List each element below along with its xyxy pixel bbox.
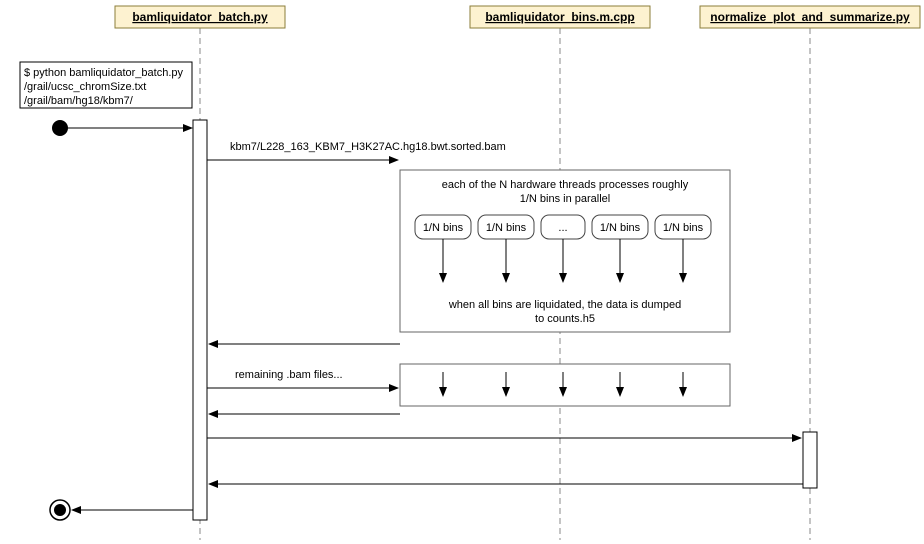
start-note-line2: /grail/ucsc_chromSize.txt [24, 81, 146, 93]
bin-row: 1/N bins 1/N bins ... 1/N bins 1/N bins [415, 215, 711, 239]
start-note-line1: $ python bamliquidator_batch.py [24, 67, 183, 79]
participant-normalize-label: normalize_plot_and_summarize.py [710, 10, 910, 24]
bin-label-4: 1/N bins [663, 222, 704, 234]
frame-bottom-line2: to counts.h5 [535, 313, 595, 325]
bin-label-0: 1/N bins [423, 222, 464, 234]
remaining-frame [400, 364, 730, 406]
activation-normalize [803, 432, 817, 488]
sequence-diagram: bamliquidator_batch.py bamliquidator_bin… [0, 0, 924, 544]
participant-batch: bamliquidator_batch.py [115, 6, 285, 28]
start-note-line3: /grail/bam/hg18/kbm7/ [24, 95, 134, 107]
parallel-frame: each of the N hardware threads processes… [400, 170, 730, 332]
participant-batch-label: bamliquidator_batch.py [132, 10, 268, 24]
participant-normalize: normalize_plot_and_summarize.py [700, 6, 920, 28]
participant-bins-label: bamliquidator_bins.m.cpp [485, 10, 634, 24]
participant-bins: bamliquidator_bins.m.cpp [470, 6, 650, 28]
bin-label-1: 1/N bins [486, 222, 527, 234]
bin-label-3: 1/N bins [600, 222, 641, 234]
end-icon [50, 500, 70, 520]
activation-batch [193, 120, 207, 520]
msg1-label: kbm7/L228_163_KBM7_H3K27AC.hg18.bwt.sort… [230, 141, 506, 153]
start-note: $ python bamliquidator_batch.py /grail/u… [20, 62, 192, 108]
frame-top-line2: 1/N bins in parallel [520, 193, 611, 205]
msg2-label: remaining .bam files... [235, 369, 343, 381]
frame-top-line1: each of the N hardware threads processes… [442, 179, 689, 191]
bin-label-2: ... [558, 222, 567, 234]
start-icon [52, 120, 68, 136]
frame-bottom-line1: when all bins are liquidated, the data i… [448, 299, 681, 311]
